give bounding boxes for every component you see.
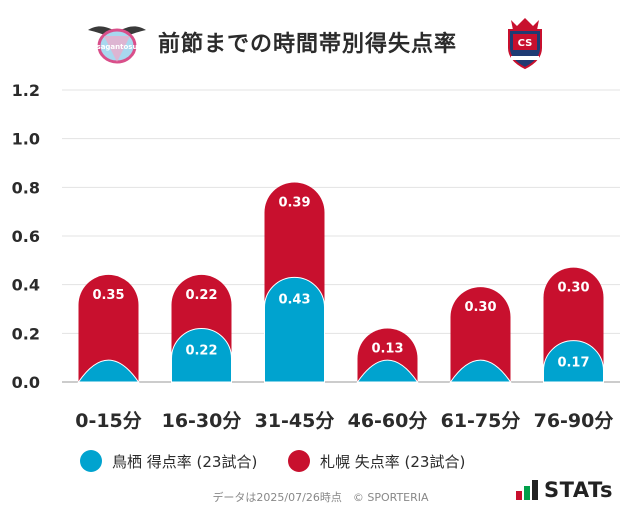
- x-tick-label: 31-45分: [255, 410, 335, 432]
- x-tick-label: 61-75分: [441, 410, 521, 432]
- legend-item-tosu: 鳥栖 得点率 (23試合): [80, 450, 257, 472]
- y-tick-label: 0.0: [12, 373, 40, 392]
- legend-label-sapporo: 札幌 失点率 (23試合): [320, 452, 466, 471]
- source-note: データは2025/07/26時点 © SPORTERIA: [212, 491, 429, 504]
- stats-brand: STATs: [516, 478, 613, 502]
- x-tick-label: 46-60分: [348, 410, 428, 432]
- chart-area: 0.0 0.2 0.4 0.6 0.8 1.0 1.2 0.35 0-15分 0.22 0.22 16…: [12, 81, 620, 432]
- y-tick-label: 0.2: [12, 324, 40, 343]
- legend-swatch-tosu: [80, 450, 102, 472]
- bar-label-sapporo: 0.30: [557, 281, 589, 296]
- bar-label-tosu: 0.22: [185, 343, 217, 358]
- y-tick-label: 0.8: [12, 178, 40, 197]
- x-tick-label: 0-15分: [75, 410, 142, 432]
- y-tick-label: 1.0: [12, 130, 40, 149]
- bar-sapporo: [78, 274, 139, 382]
- legend-label-tosu: 鳥栖 得点率 (23試合): [112, 452, 258, 471]
- bar-tosu: [171, 328, 232, 383]
- legend-swatch-sapporo: [288, 450, 310, 472]
- bar-tosu: [356, 359, 419, 383]
- stats-bars-icon: [516, 480, 538, 500]
- bar-label-sapporo: 0.22: [185, 288, 217, 303]
- sagan-tosu-logo: sagantosu: [88, 26, 146, 64]
- bar-label-tosu: 0.43: [278, 292, 310, 307]
- bar-sapporo: [450, 287, 511, 382]
- bar-tosu: [264, 276, 325, 383]
- svg-text:CS: CS: [518, 38, 533, 49]
- bar-tosu: [449, 359, 512, 383]
- bar-tosu: [543, 340, 604, 383]
- stats-brand-text: STATs: [544, 478, 613, 502]
- legend-item-sapporo: 札幌 失点率 (23試合): [288, 450, 465, 472]
- consadole-sapporo-logo: CS: [508, 18, 542, 70]
- svg-text:sagantosu: sagantosu: [97, 43, 138, 51]
- x-tick-label: 76-90分: [534, 410, 614, 432]
- bar-label-sapporo: 0.39: [278, 195, 310, 210]
- y-tick-label: 0.4: [12, 276, 40, 295]
- y-tick-label: 0.6: [12, 227, 40, 246]
- y-tick-label: 1.2: [12, 81, 40, 100]
- bar-label-sapporo: 0.13: [371, 341, 403, 356]
- bar-label-sapporo: 0.35: [92, 288, 124, 303]
- page-title: 前節までの時間帯別得失点率: [158, 32, 458, 57]
- bar-label-tosu: 0.17: [557, 356, 589, 371]
- bar-label-sapporo: 0.30: [464, 300, 496, 315]
- x-tick-label: 16-30分: [162, 410, 242, 432]
- bar-tosu: [77, 359, 140, 383]
